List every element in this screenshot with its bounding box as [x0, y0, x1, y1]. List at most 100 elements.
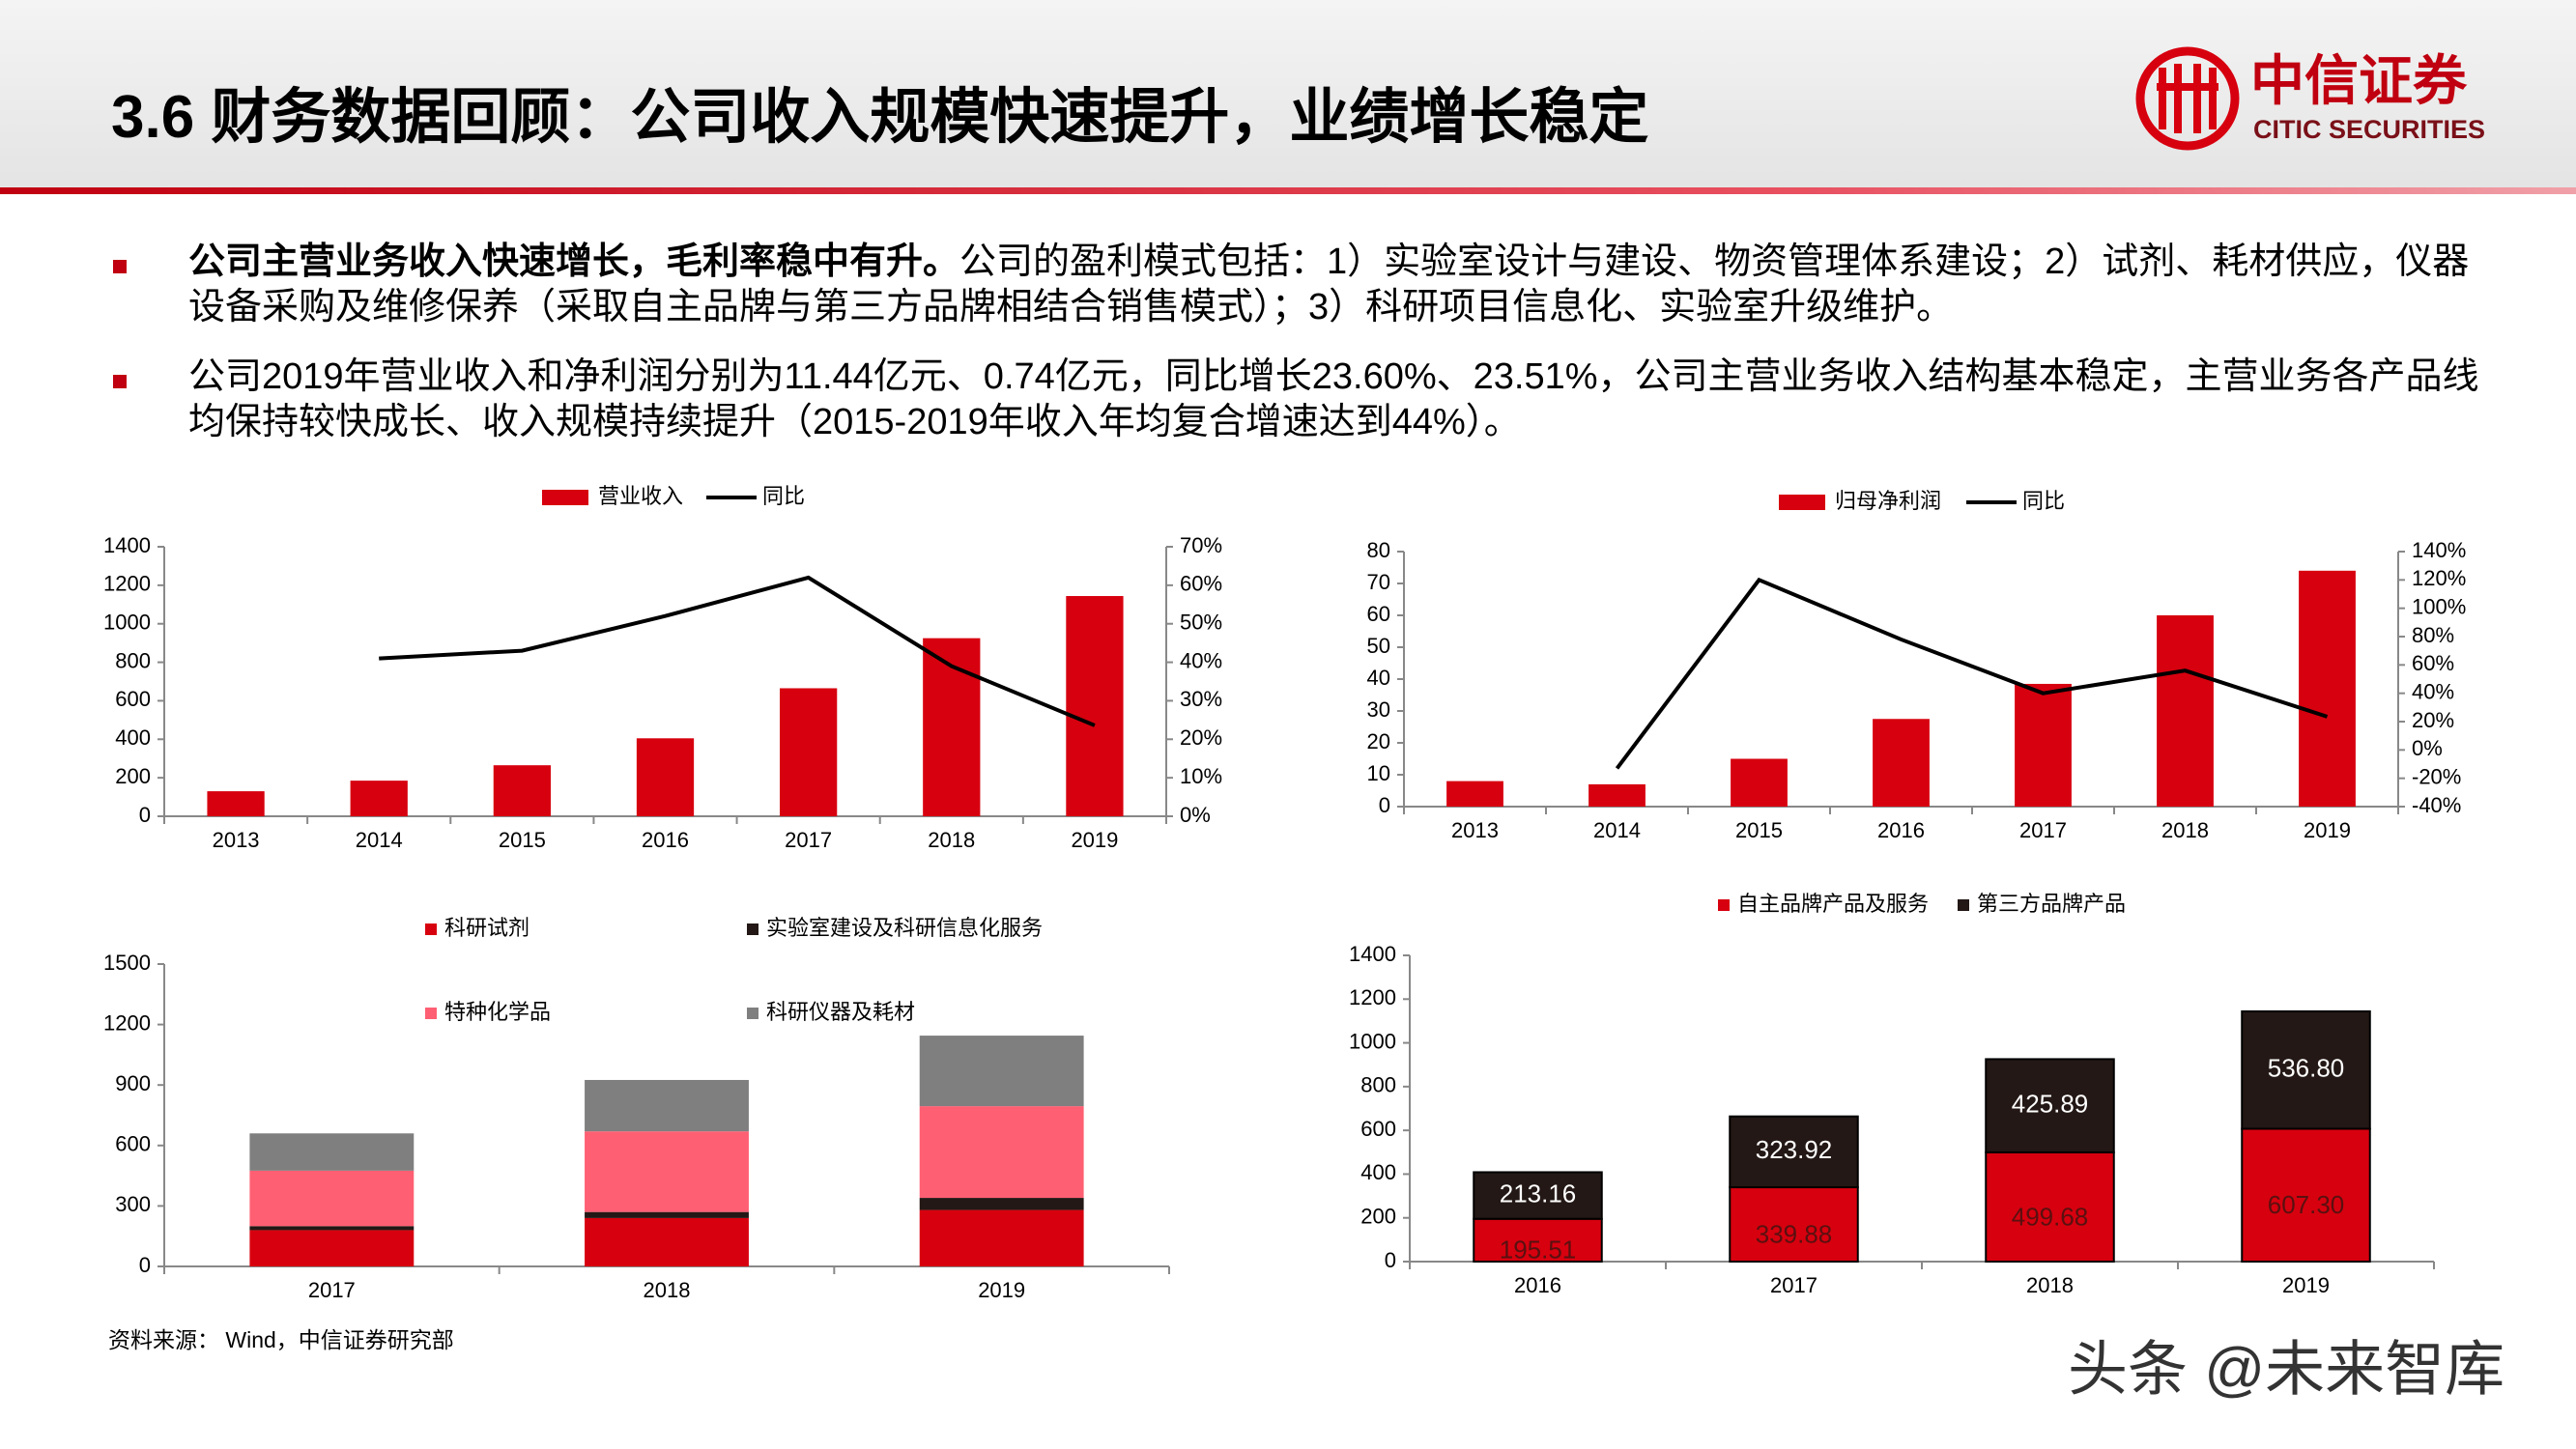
y2-tick-label: 100%: [2412, 594, 2466, 618]
value-label: 499.68: [2012, 1202, 2089, 1231]
x-tick-label: 2019: [978, 1278, 1025, 1302]
legend-swatch: [1779, 495, 1825, 510]
y-tick-label: 1400: [1349, 942, 1396, 966]
bar: [1731, 758, 1788, 807]
y-tick-label: 200: [115, 764, 151, 788]
legend-label: 同比: [2022, 489, 2065, 513]
y-tick-label: 800: [1360, 1073, 1396, 1097]
bar: [585, 1131, 749, 1212]
y-tick-label: 600: [1360, 1117, 1396, 1141]
bar: [919, 1106, 1084, 1199]
y2-tick-label: -20%: [2412, 764, 2461, 788]
x-tick-label: 2019: [2282, 1273, 2330, 1297]
legend-label: 自主品牌产品及服务: [1737, 892, 1929, 916]
legend-swatch: [1718, 899, 1730, 911]
value-label: 339.88: [1756, 1219, 1833, 1248]
y-tick-label: 0: [139, 803, 151, 827]
y-tick-label: 900: [115, 1071, 151, 1095]
legend-label: 特种化学品: [444, 1000, 551, 1024]
legend-label: 归母净利润: [1835, 489, 1941, 513]
y2-tick-label: 70%: [1180, 533, 1222, 557]
x-tick-label: 2013: [213, 828, 260, 852]
logo-ring: [2135, 46, 2240, 151]
bar: [1873, 719, 1930, 807]
x-tick-label: 2018: [928, 828, 975, 852]
x-tick-label: 2017: [2019, 818, 2067, 842]
x-tick-label: 2015: [1735, 818, 1783, 842]
legend-swatch: [747, 923, 758, 935]
y2-tick-label: 20%: [1180, 725, 1222, 750]
x-tick-label: 2016: [642, 828, 689, 852]
bar: [585, 1079, 749, 1132]
bar: [919, 1036, 1084, 1107]
legend-label: 实验室建设及科研信息化服务: [766, 916, 1043, 940]
x-tick-label: 2018: [2026, 1273, 2074, 1297]
x-tick-label: 2014: [356, 828, 403, 852]
logo-text: 中信证券: [2250, 50, 2468, 111]
y2-tick-label: 40%: [2412, 679, 2454, 703]
y-tick-label: 600: [115, 687, 151, 711]
header-rule: [0, 187, 2576, 194]
y2-tick-label: 60%: [1180, 572, 1222, 596]
y2-tick-label: 80%: [2412, 623, 2454, 647]
y2-tick-label: 0%: [2412, 736, 2443, 760]
y-tick-label: 1400: [103, 533, 151, 557]
legend-swatch: [425, 1008, 437, 1019]
y2-tick-label: 120%: [2412, 566, 2466, 590]
bullet-marker: [113, 375, 127, 388]
x-tick-label: 2016: [1514, 1273, 1561, 1297]
bar: [249, 1133, 415, 1171]
value-label: 213.16: [1500, 1179, 1577, 1208]
y-tick-label: 80: [1367, 538, 1390, 562]
legend-label: 营业收入: [598, 484, 683, 508]
logo-mark: [2157, 64, 2218, 133]
x-tick-label: 2016: [1877, 818, 1925, 842]
value-label: 536.80: [2268, 1054, 2345, 1083]
bar: [2015, 683, 2072, 807]
y2-tick-label: 10%: [1180, 764, 1222, 788]
y-tick-label: 1200: [1349, 985, 1396, 1009]
legend-swatch: [1958, 899, 1969, 911]
bar: [585, 1217, 749, 1266]
x-tick-label: 2017: [308, 1278, 356, 1302]
y-tick-label: 800: [115, 648, 151, 672]
y-tick-label: 300: [115, 1192, 151, 1216]
value-label: 323.92: [1756, 1135, 1833, 1164]
y2-tick-label: 40%: [1180, 648, 1222, 672]
bar: [585, 1211, 749, 1218]
legend-swatch: [542, 490, 588, 505]
y-tick-label: 20: [1367, 729, 1390, 753]
bar: [249, 1230, 415, 1266]
bar: [1729, 1115, 1859, 1189]
line-series: [1615, 577, 2329, 770]
value-label: 607.30: [2268, 1190, 2345, 1219]
bullet: 公司2019年营业收入和净利润分别为11.44亿元、0.74亿元，同比增长23.…: [188, 355, 2484, 445]
logo-text-en: CITIC SECURITIES: [2253, 115, 2485, 144]
legend-label: 科研仪器及耗材: [766, 1000, 915, 1024]
legend-label: 第三方品牌产品: [1977, 892, 2126, 916]
bar: [1589, 783, 1646, 807]
x-tick-label: 2015: [499, 828, 546, 852]
bar: [1473, 1217, 1603, 1264]
legend-swatch: [747, 1008, 758, 1019]
y-tick-label: 40: [1367, 666, 1390, 690]
y-tick-label: 1000: [103, 611, 151, 635]
x-tick-label: 2017: [785, 828, 832, 852]
bullet-text: 公司2019年营业收入和净利润分别为11.44亿元、0.74亿元，同比增长23.…: [188, 356, 2479, 442]
y-tick-label: 70: [1367, 570, 1390, 594]
x-tick-label: 2013: [1451, 818, 1499, 842]
y-tick-label: 200: [1360, 1205, 1396, 1229]
legend-swatch: [425, 923, 437, 935]
x-tick-label: 2017: [1770, 1273, 1818, 1297]
y-tick-label: 30: [1367, 697, 1390, 722]
bar: [207, 791, 265, 816]
bar: [1473, 1171, 1603, 1220]
y-tick-label: 400: [115, 725, 151, 750]
y-tick-label: 0: [1385, 1248, 1396, 1272]
bar: [493, 765, 551, 816]
legend-label: 科研试剂: [444, 916, 530, 940]
bar: [249, 1226, 415, 1231]
bar: [1066, 596, 1124, 816]
bullet-bold: 公司主营业务收入快速增长，毛利率稳中有升。: [188, 242, 960, 282]
